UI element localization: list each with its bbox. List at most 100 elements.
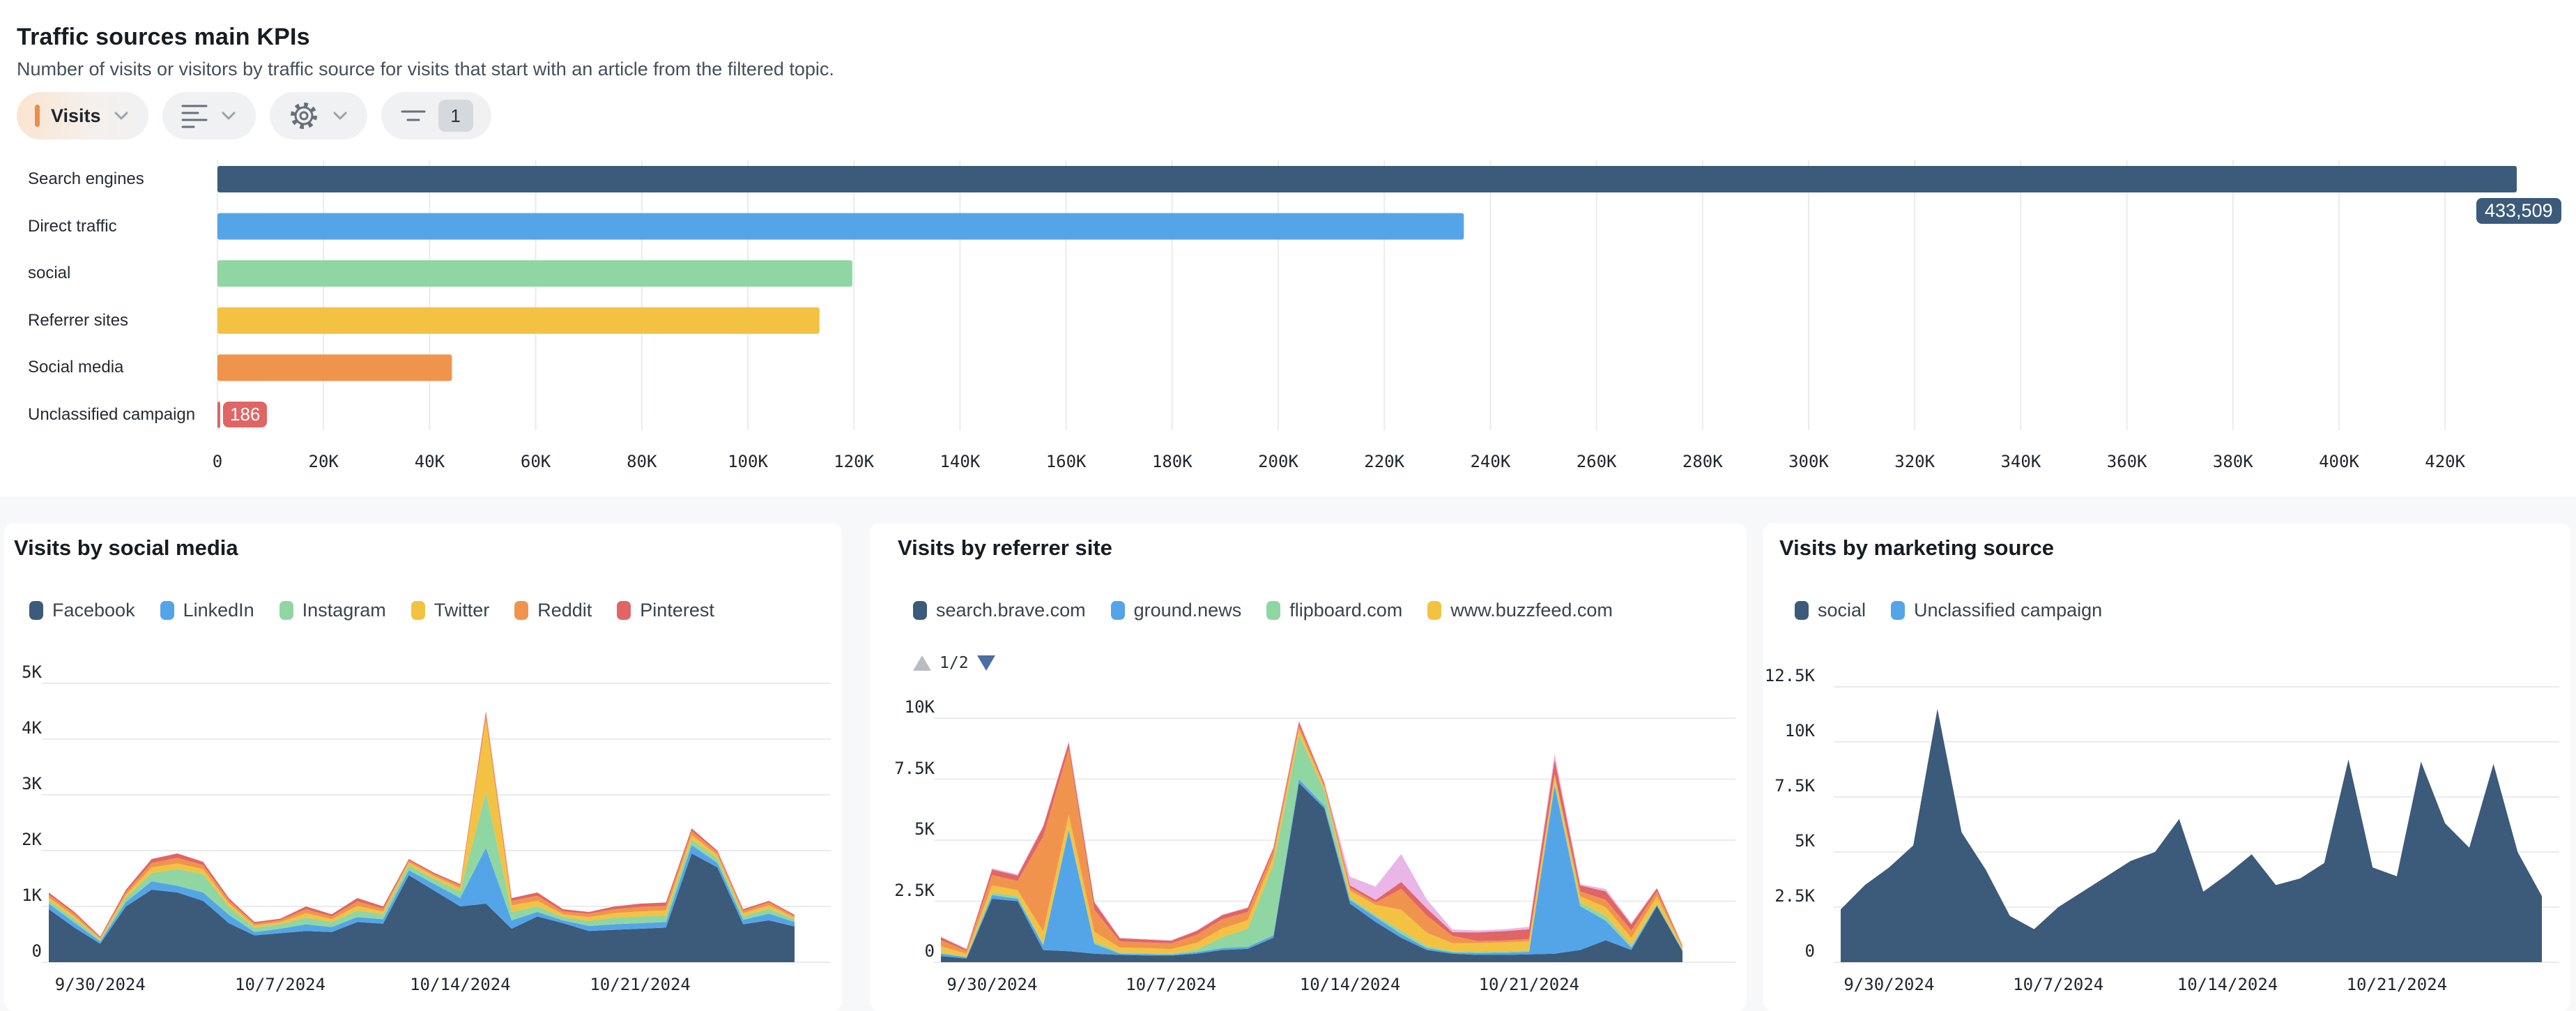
legend-swatch-icon [617,601,631,620]
legend-swatch-icon [29,601,43,620]
kpi-bar-unclassified-campaign[interactable] [217,402,220,428]
filter-button[interactable]: 1 [381,92,491,139]
legend-item-search.brave.com[interactable]: search.brave.com [913,600,1086,621]
page-subtitle: Number of visits or visitors by traffic … [17,59,834,79]
legend-page-indicator: 1/2 [940,654,969,672]
legend: search.brave.com ground.news flipboard.com… [913,600,1613,621]
x-axis-tick-label: 140K [940,452,981,471]
x-axis-date-label: 10/14/2024 [410,975,511,994]
y-axis-tick-label: 4K [22,718,42,738]
x-axis-tick-label: 120K [834,452,875,471]
area-series-search.brave.com[interactable] [941,782,1682,962]
x-axis-date-label: 10/21/2024 [1478,975,1580,994]
x-axis-date-label: 10/7/2024 [1126,975,1217,994]
legend-swatch-icon [1427,601,1442,620]
x-axis-tick-label: 220K [1364,452,1405,471]
legend-item-instagram[interactable]: Instagram [279,600,386,621]
x-axis-date-label: 10/14/2024 [2177,975,2278,994]
bar-category-label: Unclassified campaign [28,405,196,424]
metric-selector-button[interactable]: Visits [17,92,148,139]
visits-by-social-media-plot[interactable] [4,523,842,1011]
kpi-bar-search-engines[interactable] [217,166,2517,192]
legend-swatch-icon [279,601,293,620]
y-axis-tick-label: 2.5K [894,880,935,900]
area-series-ground.news[interactable] [941,779,1682,959]
legend-swatch-icon [1891,601,1906,620]
chart-card-visits-by-marketing-source: Visits by marketing source social Unclassi… [1763,523,2570,1011]
legend-page-up-icon[interactable] [913,655,931,671]
visits-by-referrer-site-plot[interactable] [870,523,1747,1011]
legend-item-facebook[interactable]: Facebook [29,600,135,621]
layout-options-button[interactable] [162,92,256,139]
card-title: Visits by social media [14,535,238,560]
bar-category-label: Search engines [28,169,144,188]
bar-category-label: social [28,264,71,283]
visits-by-marketing-source-plot[interactable] [1763,523,2570,1011]
legend-item-ground.news[interactable]: ground.news [1110,600,1242,621]
legend-item-pinterest[interactable]: Pinterest [617,600,714,621]
y-axis-tick-label: 1K [22,885,42,905]
kpi-bar-social-media[interactable] [217,354,452,381]
legend-page-down-icon[interactable] [976,655,995,671]
x-axis-date-label: 10/14/2024 [1299,975,1401,994]
y-axis-tick-label: 3K [22,774,42,793]
x-axis-tick-label: 320K [1894,452,1935,471]
kpi-bar-social[interactable] [217,260,852,287]
legend-item-label: Twitter [434,600,490,621]
legend-item-label: Pinterest [640,600,714,621]
area-series-social[interactable] [1841,708,2542,962]
legend-item-label: LinkedIn [183,600,254,621]
y-axis-tick-label: 10K [1784,721,1815,740]
legend-swatch-icon [1795,601,1809,620]
y-axis-tick-label: 2.5K [1774,886,1815,906]
legend-item-label: Unclassified campaign [1914,600,2103,621]
y-axis-tick-label: 0 [31,941,42,961]
y-axis-tick-label: 5K [22,662,42,682]
x-axis-tick-label: 360K [2106,452,2147,471]
card-title: Visits by referrer site [898,535,1112,560]
legend-swatch-icon [1110,601,1125,620]
y-axis-tick-label: 12.5K [1764,666,1815,685]
x-axis-tick-label: 380K [2212,452,2253,471]
legend-item-linkedin[interactable]: LinkedIn [160,600,254,621]
x-axis-tick-label: 400K [2319,452,2359,471]
y-axis-tick-label: 5K [914,819,935,839]
x-axis-tick-label: 240K [1470,452,1511,471]
metric-accent-bar [35,105,40,127]
legend-item-reddit[interactable]: Reddit [514,600,592,621]
x-axis-date-label: 10/21/2024 [590,975,691,994]
legend-item-social[interactable]: social [1795,600,1866,621]
legend-item-label: www.buzzfeed.com [1450,600,1613,621]
legend-item-label: search.brave.com [936,600,1086,621]
x-axis-date-label: 10/7/2024 [2013,975,2104,994]
x-axis-tick-label: 420K [2425,452,2466,471]
x-axis-tick-label: 280K [1682,452,1723,471]
x-axis-tick-label: 340K [2000,452,2041,471]
card-title: Visits by marketing source [1779,535,2054,560]
legend-item-label: ground.news [1133,600,1242,621]
settings-button[interactable] [269,92,367,139]
bar-category-label: Social media [28,358,124,377]
min-value-label: 186 [223,402,268,427]
legend-item-label: Facebook [52,600,135,621]
x-axis-tick-label: 60K [520,452,551,471]
kpi-bar-direct-traffic[interactable] [217,213,1464,240]
legend-item-unclassified-campaign[interactable]: Unclassified campaign [1891,600,2102,621]
legend-item-flipboard.com[interactable]: flipboard.com [1266,600,1402,621]
area-series-facebook[interactable] [49,853,795,962]
legend-item-www.buzzfeed.com[interactable]: www.buzzfeed.com [1427,600,1613,621]
x-axis-tick-label: 40K [414,452,445,471]
kpi-bar-referrer-sites[interactable] [217,307,820,334]
bar-category-label: Direct traffic [28,216,117,236]
chevron-down-icon [114,112,128,120]
y-axis-tick-label: 5K [1795,831,1815,851]
area-series-linkedin[interactable] [49,845,795,944]
legend-swatch-icon [160,601,174,620]
x-axis-tick-label: 260K [1576,452,1617,471]
legend-item-twitter[interactable]: Twitter [411,600,490,621]
x-axis-tick-label: 100K [728,452,768,471]
area-series-flipboard.com[interactable] [941,735,1682,958]
legend-item-label: social [1818,600,1866,621]
chart-card-visits-by-referrer-site: Visits by referrer site search.brave.com g… [870,523,1747,1011]
